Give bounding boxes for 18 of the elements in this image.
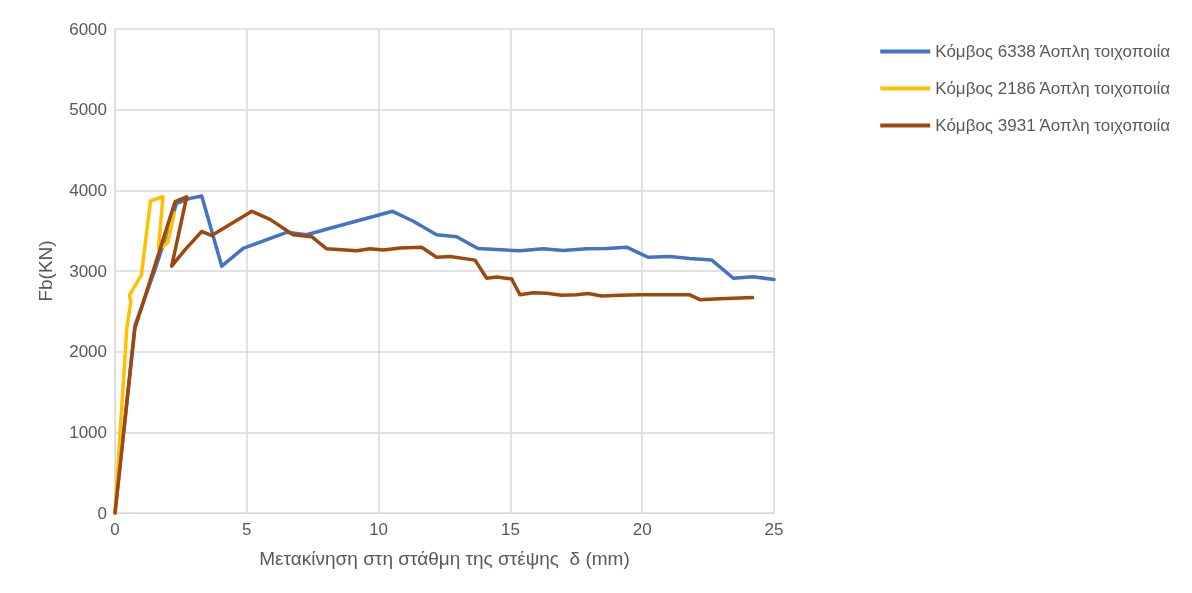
x-tick-label: 0 bbox=[110, 520, 120, 539]
y-tick-label: 1000 bbox=[69, 422, 107, 442]
x-tick-label: 15 bbox=[500, 520, 520, 539]
y-tick-label: 2000 bbox=[69, 342, 107, 362]
x-tick-label: 10 bbox=[369, 520, 389, 539]
y-tick-label: 3000 bbox=[69, 261, 107, 281]
legend-label: Κόμβος 3931 Άοπλη τοιχοποιία bbox=[935, 116, 1171, 135]
x-axis-title: Μετακίνηση στη στάθμη της στέψης δ (mm) bbox=[259, 548, 630, 569]
legend-label: Κόμβος 2186 Άοπλη τοιχοποιία bbox=[935, 79, 1171, 98]
x-tick-label: 20 bbox=[632, 520, 652, 539]
y-tick-label: 0 bbox=[97, 503, 107, 523]
x-tick-label: 5 bbox=[242, 520, 252, 539]
y-tick-label: 6000 bbox=[69, 19, 107, 39]
legend-label: Κόμβος 6338 Άοπλη τοιχοποιία bbox=[935, 42, 1171, 61]
y-tick-label: 5000 bbox=[69, 100, 107, 120]
y-tick-label: 4000 bbox=[69, 180, 107, 200]
x-tick-label: 25 bbox=[764, 520, 784, 539]
y-axis-title: Fb(KN) bbox=[35, 240, 56, 302]
